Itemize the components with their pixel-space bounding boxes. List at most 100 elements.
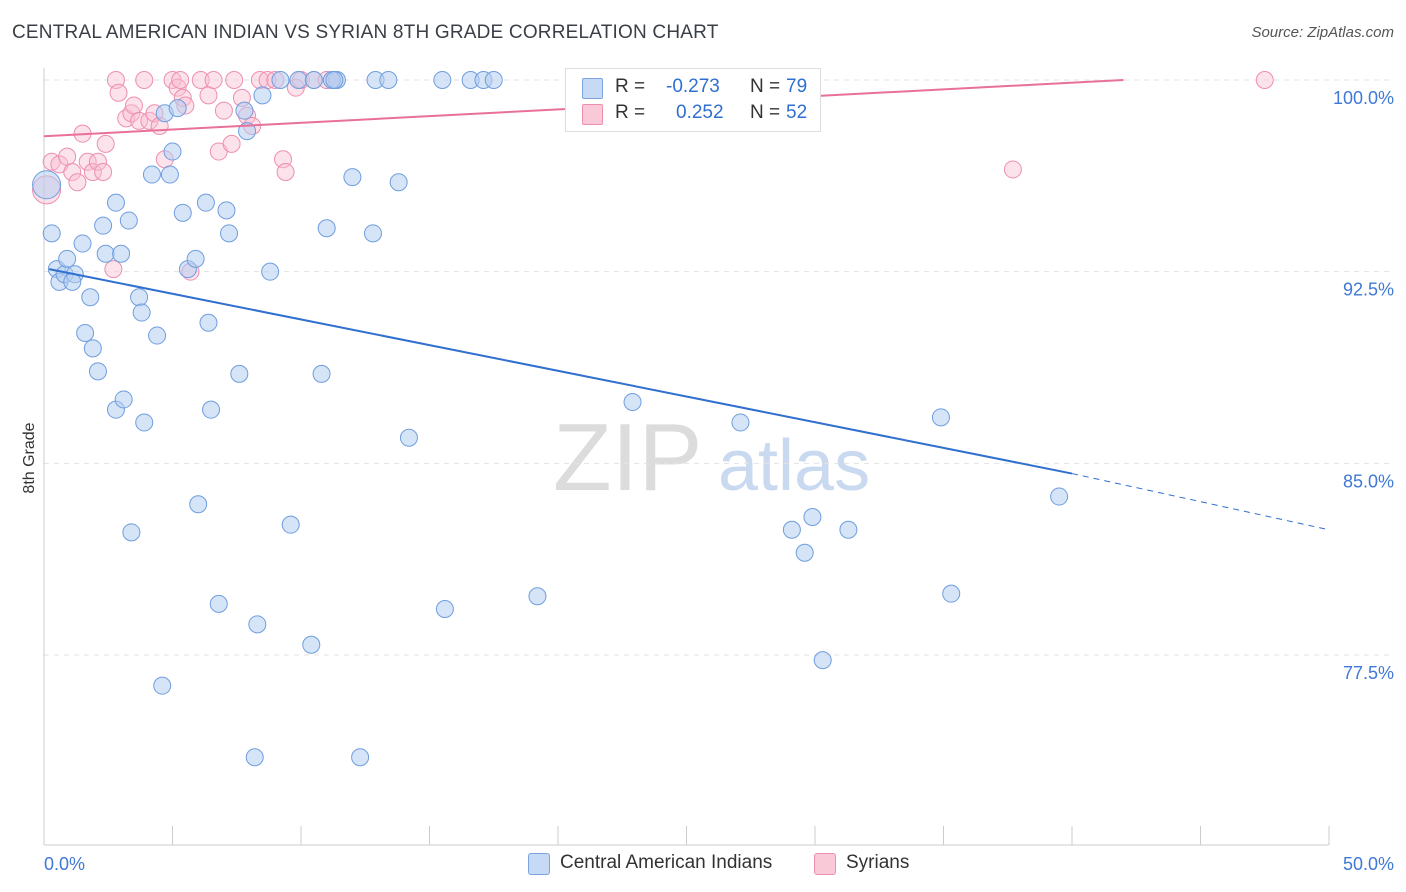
data-point	[196, 193, 215, 212]
source-credit: Source: ZipAtlas.com	[1251, 24, 1394, 41]
data-point	[1050, 487, 1069, 506]
data-point	[803, 508, 822, 526]
y-tick-labels: 77.5% 85.0% 92.5% 100.0%	[1333, 88, 1394, 683]
data-point	[63, 163, 82, 181]
data-point	[782, 520, 801, 539]
legend-swatch-pink	[814, 853, 836, 875]
data-point	[83, 339, 102, 358]
data-point	[813, 651, 832, 670]
legend-label: Central American Indians	[560, 852, 773, 873]
data-point	[225, 71, 244, 89]
data-point	[186, 249, 205, 268]
trend-line-extension	[1071, 473, 1330, 531]
data-point	[122, 523, 141, 542]
data-point	[304, 71, 323, 89]
watermark-atlas: atlas	[718, 426, 870, 506]
data-point	[1255, 71, 1274, 89]
data-point	[248, 615, 267, 634]
n-value: 52	[786, 102, 808, 123]
data-point	[839, 520, 858, 539]
trend-line-central-american-indians	[48, 268, 1073, 475]
data-point	[119, 211, 138, 230]
data-point	[168, 99, 187, 118]
x-tick-label: 0.0%	[44, 854, 85, 874]
data-point	[351, 748, 370, 767]
data-point	[58, 249, 77, 268]
data-point	[130, 111, 149, 130]
watermark: ZIP atlas	[553, 404, 870, 511]
data-point	[235, 101, 254, 120]
data-point	[199, 86, 218, 105]
y-tick-label: 92.5%	[1343, 280, 1394, 300]
data-point	[435, 600, 454, 618]
stat-swatch-pink	[582, 104, 603, 125]
data-point	[230, 364, 249, 383]
stat-swatch-blue	[582, 78, 603, 99]
data-point	[289, 71, 308, 89]
data-point	[96, 134, 115, 153]
data-point	[325, 71, 344, 89]
data-point	[94, 216, 113, 235]
data-point	[109, 83, 128, 102]
data-point	[379, 71, 398, 89]
data-point	[191, 71, 210, 89]
data-point	[199, 313, 218, 332]
data-point	[222, 134, 241, 153]
data-point	[623, 393, 642, 411]
data-point	[68, 173, 87, 192]
data-point	[78, 152, 97, 171]
r-label: R =	[615, 102, 646, 123]
n-value: 79	[786, 76, 808, 97]
r-value: 0.252	[676, 102, 724, 123]
y-tick-label: 77.5%	[1343, 663, 1394, 683]
data-point	[42, 224, 61, 243]
data-point	[528, 587, 547, 606]
data-point	[173, 203, 192, 222]
data-point	[220, 224, 239, 243]
x-tick-label: 50.0%	[1343, 854, 1394, 874]
data-point	[317, 219, 336, 238]
data-point	[96, 244, 115, 263]
chart-title: CENTRAL AMERICAN INDIAN VS SYRIAN 8TH GR…	[12, 22, 719, 43]
data-point	[399, 428, 418, 447]
y-tick-label: 100.0%	[1333, 88, 1394, 108]
data-point	[112, 244, 131, 263]
data-point	[931, 408, 950, 427]
data-point	[94, 163, 113, 181]
data-point	[363, 224, 382, 243]
data-point	[73, 234, 92, 253]
data-point	[312, 364, 331, 383]
data-point	[104, 260, 123, 279]
data-point	[217, 201, 236, 220]
data-point	[214, 101, 233, 120]
data-point	[484, 71, 503, 89]
data-point	[795, 543, 814, 562]
central-american-indian-points	[32, 71, 1069, 767]
data-point	[132, 303, 151, 322]
data-point	[88, 362, 107, 381]
data-point	[942, 584, 961, 603]
y-tick-label: 85.0%	[1343, 471, 1394, 491]
data-point	[245, 748, 264, 767]
r-value: -0.273	[666, 76, 720, 97]
data-point	[160, 165, 179, 184]
legend-swatch-blue	[528, 853, 550, 875]
data-point	[281, 515, 300, 534]
x-tick-labels: 0.0% 50.0%	[44, 854, 1394, 874]
data-point	[58, 147, 77, 166]
data-point	[253, 86, 272, 105]
data-point	[81, 288, 100, 307]
data-point	[135, 413, 154, 432]
data-point	[276, 163, 295, 181]
data-point	[106, 193, 125, 212]
watermark-zip: ZIP	[553, 404, 702, 511]
data-point	[731, 413, 750, 432]
data-point	[163, 142, 182, 161]
data-point	[202, 400, 221, 419]
data-point	[189, 495, 208, 514]
data-point	[135, 71, 154, 89]
data-point	[209, 594, 228, 613]
data-point	[88, 152, 107, 171]
data-point	[433, 71, 452, 89]
